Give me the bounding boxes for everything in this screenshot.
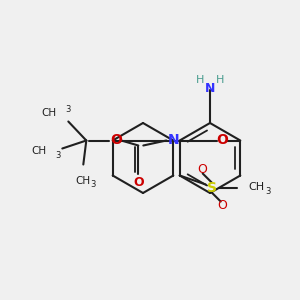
Text: H: H — [196, 75, 204, 85]
Text: CH: CH — [31, 146, 46, 155]
Text: O: O — [216, 134, 228, 148]
Text: CH: CH — [249, 182, 265, 193]
Text: 3: 3 — [66, 105, 71, 114]
Text: 3: 3 — [266, 187, 271, 196]
Text: N: N — [205, 82, 215, 95]
Text: S: S — [207, 181, 217, 194]
Text: O: O — [133, 176, 144, 189]
Text: O: O — [197, 163, 207, 176]
Text: N: N — [167, 134, 179, 148]
Text: O: O — [110, 134, 122, 148]
Text: H: H — [216, 75, 224, 85]
Text: CH: CH — [41, 109, 56, 118]
Text: CH: CH — [76, 176, 91, 185]
Text: O: O — [217, 199, 226, 212]
Text: 3: 3 — [91, 180, 96, 189]
Text: 3: 3 — [56, 151, 61, 160]
